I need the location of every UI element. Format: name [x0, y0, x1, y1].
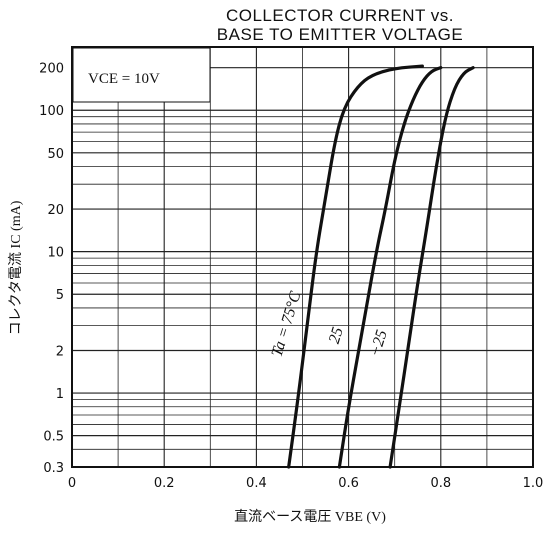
y-tick-label: 5 [56, 288, 64, 303]
series-line-1 [337, 66, 443, 469]
x-tick-label: 1.0 [523, 476, 544, 491]
y-tick-label: 2 [56, 344, 64, 359]
y-axis-label: コレクタ電流 IC (mA) [9, 200, 24, 336]
y-tick-label: 50 [47, 147, 64, 162]
x-tick-label: 0.8 [430, 476, 451, 491]
y-tick-label: 100 [39, 104, 64, 119]
curve-annotation-0: Ta = 75°C [269, 289, 305, 359]
condition-box [72, 47, 211, 103]
chart-title: COLLECTOR CURRENT vs. [225, 6, 455, 25]
y-tick-label: 20 [47, 203, 64, 218]
y-tick-label: 10 [47, 246, 64, 261]
series-line-2 [388, 66, 475, 469]
plot-frame [71, 46, 534, 468]
condition-label: VCE = 10V [88, 71, 160, 87]
y-tick-label: 0.5 [43, 430, 64, 445]
y-tick-label: 200 [39, 62, 64, 77]
y-tick-label: 1 [56, 387, 64, 402]
y-tick-label: 0.3 [43, 461, 64, 476]
x-tick-label: 0 [68, 476, 76, 491]
series-line-0 [287, 64, 424, 469]
x-axis-label: 直流ベース電圧 VBE (V) [234, 510, 386, 525]
x-tick-label: 0.2 [154, 476, 175, 491]
x-tick-label: 0.4 [246, 476, 267, 491]
chart-subtitle: BASE TO EMITTER VOLTAGE [216, 25, 464, 44]
x-tick-label: 0.6 [338, 476, 359, 491]
curve-annotation-1: 25 [326, 325, 347, 345]
curve-annotation-2: −25 [367, 328, 391, 359]
